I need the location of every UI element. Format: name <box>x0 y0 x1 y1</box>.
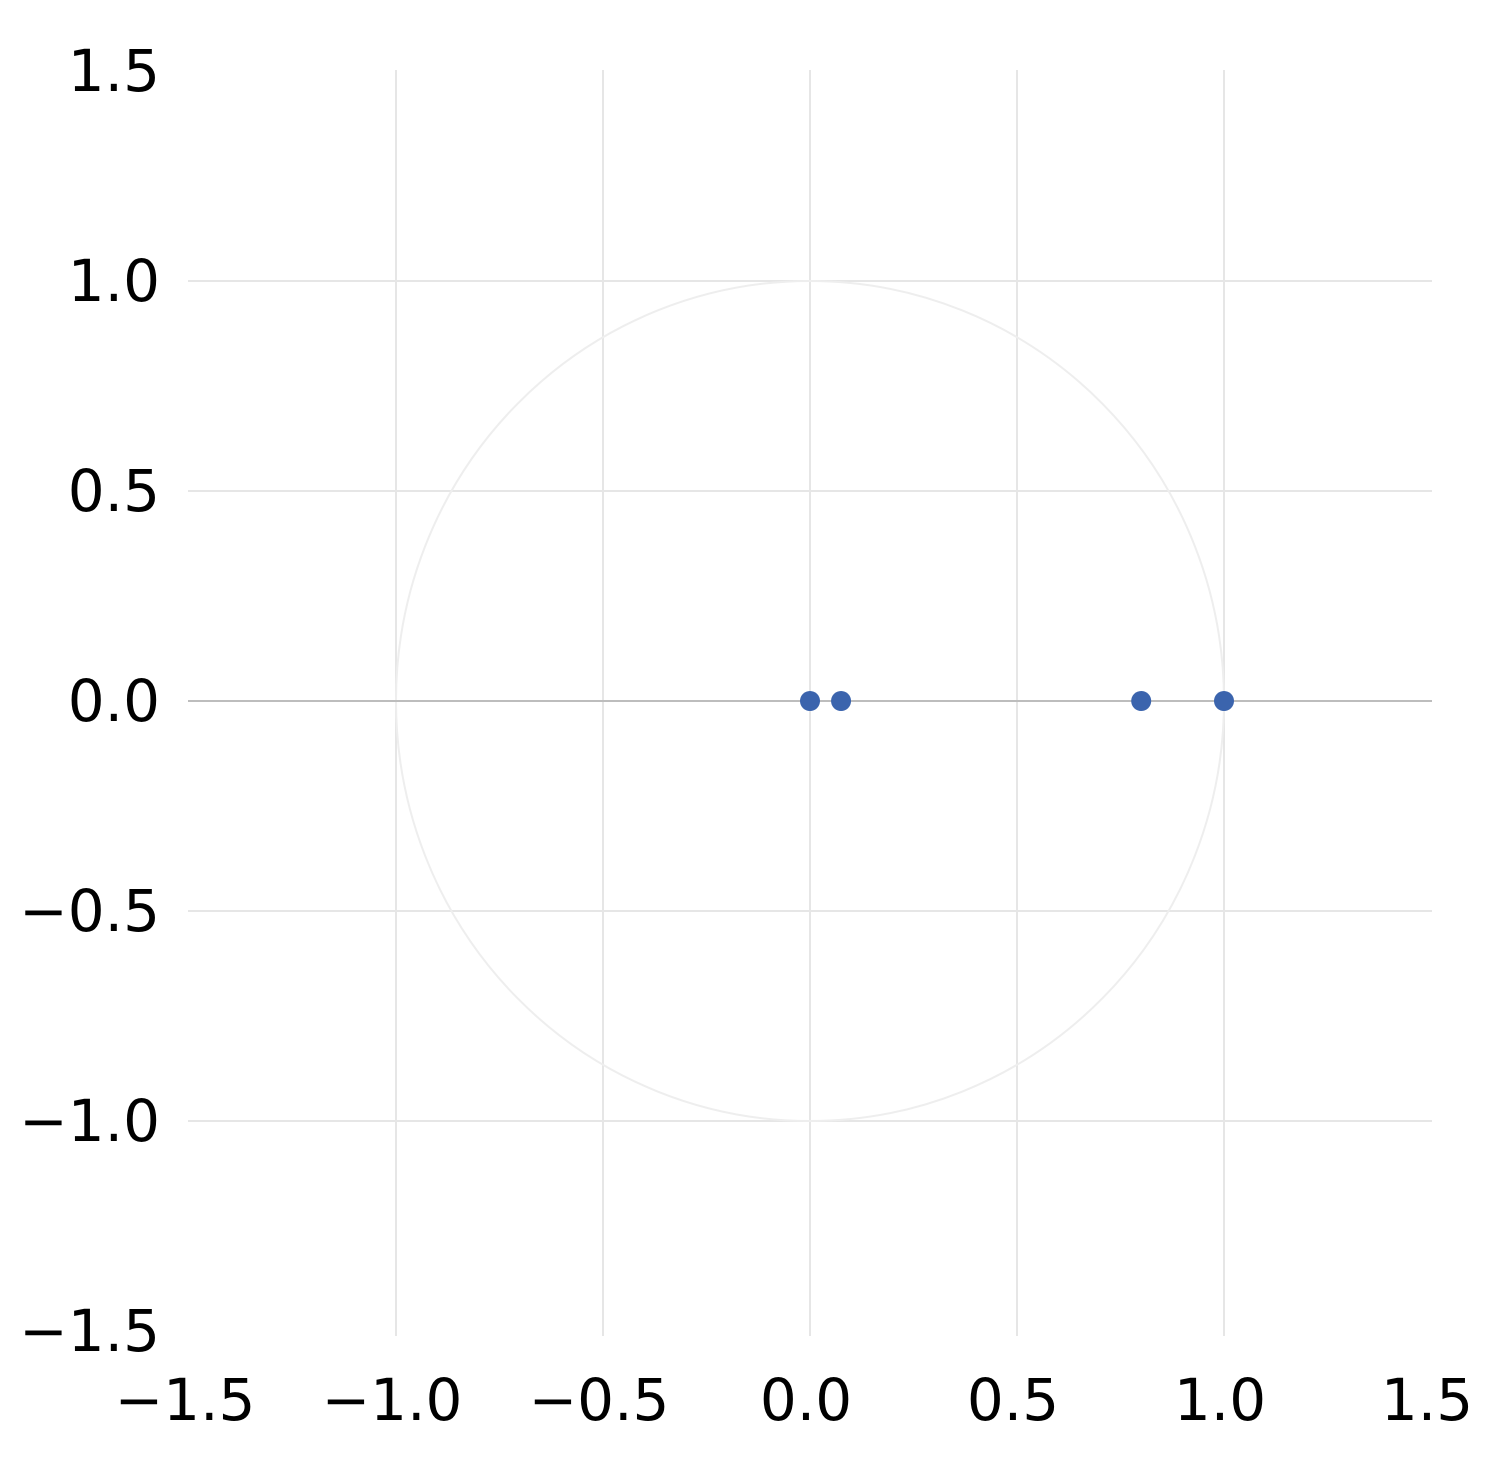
y-tick-label: −1.5 <box>19 1297 160 1365</box>
x-tick-label: 1.0 <box>1174 1366 1266 1434</box>
x-tick-label: −1.0 <box>322 1366 463 1434</box>
y-tick-label: 1.0 <box>68 247 160 315</box>
y-tick-label: 1.5 <box>68 37 160 105</box>
x-tick-label: 1.5 <box>1381 1366 1473 1434</box>
x-tick-label: 0.0 <box>760 1366 852 1434</box>
data-point <box>1214 691 1234 711</box>
y-tick-label: −0.5 <box>19 877 160 945</box>
y-tick-label: −1.0 <box>19 1087 160 1155</box>
y-tick-labels: −1.5 −1.0 −0.5 0.0 0.5 1.0 1.5 <box>19 37 160 1365</box>
data-point <box>800 691 820 711</box>
x-tick-labels: −1.5 −1.0 −0.5 0.0 0.5 1.0 1.5 <box>115 1366 1474 1434</box>
y-tick-label: 0.0 <box>68 667 160 735</box>
data-point <box>1131 691 1152 711</box>
x-tick-label: −1.5 <box>115 1366 256 1434</box>
data-point <box>831 691 852 711</box>
y-tick-label: 0.5 <box>68 457 160 525</box>
x-tick-label: 0.5 <box>967 1366 1059 1434</box>
x-tick-label: −0.5 <box>529 1366 670 1434</box>
data-points <box>800 691 1234 711</box>
